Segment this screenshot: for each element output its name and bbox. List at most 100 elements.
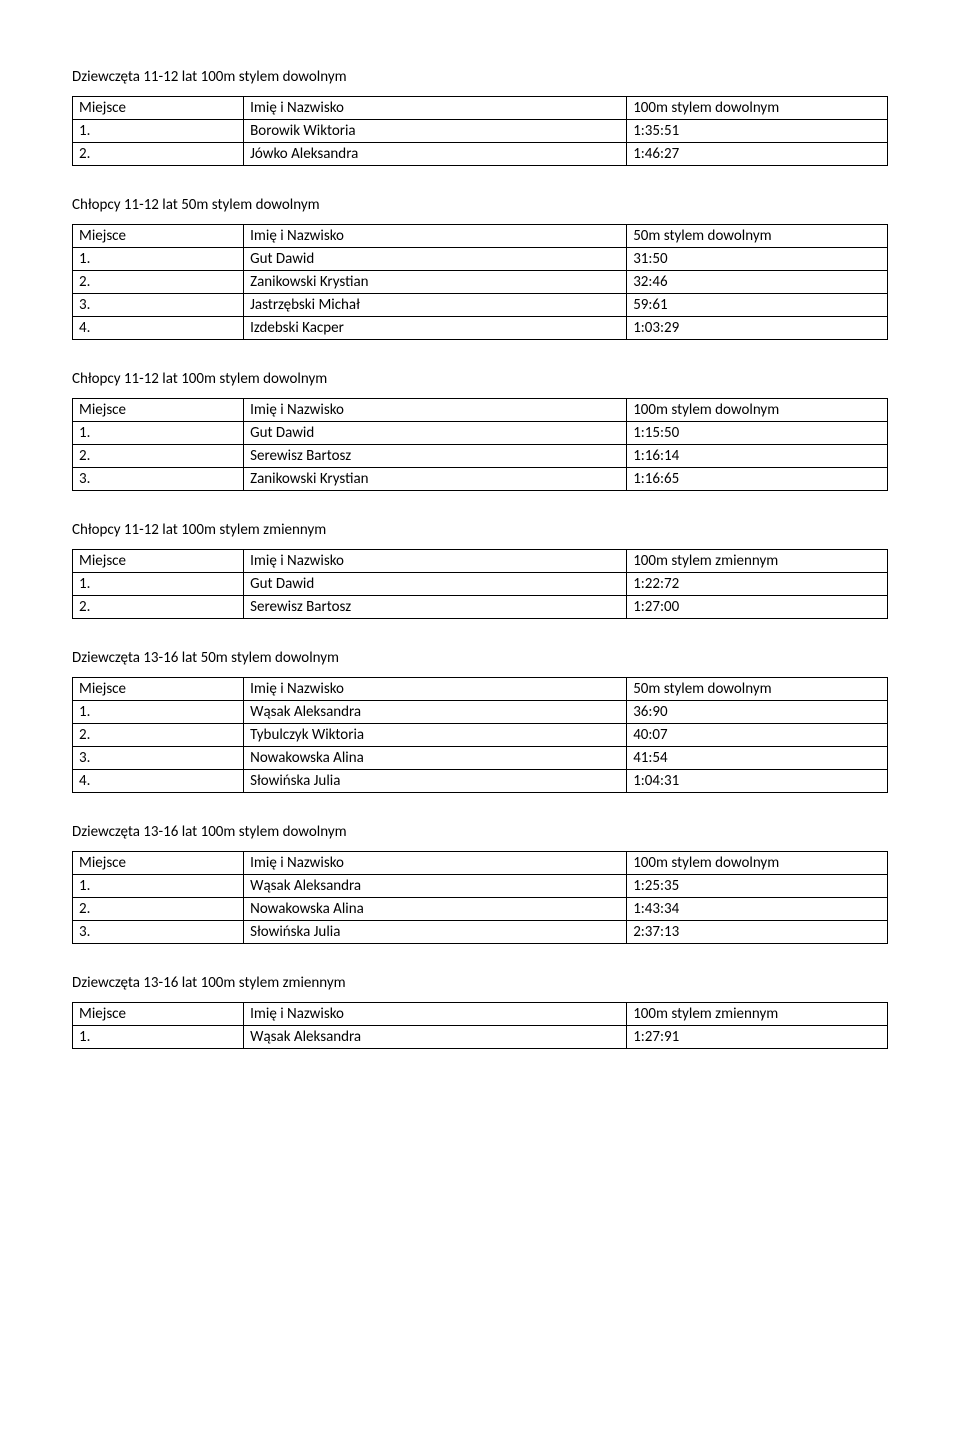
table-cell: Zanikowski Krystian: [244, 271, 627, 294]
table-cell: 1:16:14: [627, 445, 888, 468]
table-cell: 1:04:31: [627, 770, 888, 793]
table-cell: Borowik Wiktoria: [244, 120, 627, 143]
table-cell: 1:03:29: [627, 317, 888, 340]
table-header-cell: Miejsce: [73, 399, 244, 422]
table-cell: Jówko Aleksandra: [244, 143, 627, 166]
section-title: Dziewczęta 13-16 lat 100m stylem dowolny…: [72, 823, 888, 841]
results-section: Dziewczęta 11-12 lat 100m stylem dowolny…: [72, 68, 888, 166]
table-row: 3.Nowakowska Alina41:54: [73, 747, 888, 770]
results-section: Dziewczęta 13-16 lat 100m stylem dowolny…: [72, 823, 888, 944]
table-header-cell: Imię i Nazwisko: [244, 1003, 627, 1026]
table-header-cell: Imię i Nazwisko: [244, 225, 627, 248]
table-cell: Wąsak Aleksandra: [244, 701, 627, 724]
table-cell: 1.: [73, 1026, 244, 1049]
results-section: Chłopcy 11-12 lat 100m stylem dowolnymMi…: [72, 370, 888, 491]
table-header-cell: Imię i Nazwisko: [244, 97, 627, 120]
table-cell: 2.: [73, 596, 244, 619]
table-row: 1.Wąsak Aleksandra36:90: [73, 701, 888, 724]
table-cell: 1:43:34: [627, 898, 888, 921]
table-header-row: MiejsceImię i Nazwisko100m stylem dowoln…: [73, 852, 888, 875]
table-header-cell: 50m stylem dowolnym: [627, 225, 888, 248]
table-cell: Wąsak Aleksandra: [244, 1026, 627, 1049]
table-header-row: MiejsceImię i Nazwisko100m stylem dowoln…: [73, 97, 888, 120]
table-cell: 1.: [73, 701, 244, 724]
table-row: 1.Wąsak Aleksandra1:25:35: [73, 875, 888, 898]
table-cell: Tybulczyk Wiktoria: [244, 724, 627, 747]
table-cell: 36:90: [627, 701, 888, 724]
table-header-row: MiejsceImię i Nazwisko100m stylem dowoln…: [73, 399, 888, 422]
results-table: MiejsceImię i Nazwisko100m stylem zmienn…: [72, 549, 888, 619]
table-cell: 2:37:13: [627, 921, 888, 944]
table-header-row: MiejsceImię i Nazwisko100m stylem zmienn…: [73, 1003, 888, 1026]
table-cell: 2.: [73, 898, 244, 921]
table-header-cell: Imię i Nazwisko: [244, 550, 627, 573]
results-section: Chłopcy 11-12 lat 100m stylem zmiennym Mi…: [72, 521, 888, 619]
table-header-row: MiejsceImię i Nazwisko50m stylem dowolny…: [73, 225, 888, 248]
table-cell: Nowakowska Alina: [244, 747, 627, 770]
table-row: 3.Słowińska Julia2:37:13: [73, 921, 888, 944]
table-cell: 2.: [73, 143, 244, 166]
table-cell: 1:15:50: [627, 422, 888, 445]
table-cell: 1:46:27: [627, 143, 888, 166]
table-cell: 4.: [73, 317, 244, 340]
table-cell: 1:27:91: [627, 1026, 888, 1049]
table-row: 4.Słowińska Julia1:04:31: [73, 770, 888, 793]
results-section: Dziewczęta 13-16 lat 50m stylem dowolnym…: [72, 649, 888, 793]
table-cell: Gut Dawid: [244, 573, 627, 596]
table-cell: 41:54: [627, 747, 888, 770]
results-section: Dziewczęta 13-16 lat 100m stylem zmienny…: [72, 974, 888, 1049]
table-row: 4.Izdebski Kacper1:03:29: [73, 317, 888, 340]
section-title: Dziewczęta 13-16 lat 100m stylem zmienny…: [72, 974, 888, 992]
table-header-cell: Miejsce: [73, 97, 244, 120]
table-cell: 3.: [73, 468, 244, 491]
results-table: MiejsceImię i Nazwisko50m stylem dowolny…: [72, 224, 888, 340]
table-cell: 2.: [73, 445, 244, 468]
table-cell: 59:61: [627, 294, 888, 317]
table-cell: Gut Dawid: [244, 422, 627, 445]
table-cell: 31:50: [627, 248, 888, 271]
table-cell: 1.: [73, 248, 244, 271]
table-cell: 1:35:51: [627, 120, 888, 143]
table-header-cell: 50m stylem dowolnym: [627, 678, 888, 701]
table-row: 2.Jówko Aleksandra1:46:27: [73, 143, 888, 166]
results-table: MiejsceImię i Nazwisko100m stylem dowoln…: [72, 398, 888, 491]
table-header-cell: Miejsce: [73, 1003, 244, 1026]
table-cell: 3.: [73, 921, 244, 944]
results-section: Chłopcy 11-12 lat 50m stylem dowolnymMie…: [72, 196, 888, 340]
table-cell: Wąsak Aleksandra: [244, 875, 627, 898]
table-header-cell: Imię i Nazwisko: [244, 852, 627, 875]
section-title: Dziewczęta 11-12 lat 100m stylem dowolny…: [72, 68, 888, 86]
table-row: 2.Serewisz Bartosz1:16:14: [73, 445, 888, 468]
table-header-cell: 100m stylem dowolnym: [627, 399, 888, 422]
table-cell: Serewisz Bartosz: [244, 445, 627, 468]
table-cell: 2.: [73, 724, 244, 747]
table-header-cell: 100m stylem zmiennym: [627, 550, 888, 573]
table-row: 1.Gut Dawid1:22:72: [73, 573, 888, 596]
table-header-cell: 100m stylem zmiennym: [627, 1003, 888, 1026]
table-cell: 2.: [73, 271, 244, 294]
table-header-cell: Miejsce: [73, 678, 244, 701]
table-header-cell: Imię i Nazwisko: [244, 399, 627, 422]
results-table: MiejsceImię i Nazwisko100m stylem zmienn…: [72, 1002, 888, 1049]
table-cell: 32:46: [627, 271, 888, 294]
table-cell: 3.: [73, 747, 244, 770]
table-header-row: MiejsceImię i Nazwisko100m stylem zmienn…: [73, 550, 888, 573]
table-cell: 1:27:00: [627, 596, 888, 619]
table-cell: Słowińska Julia: [244, 921, 627, 944]
results-table: MiejsceImię i Nazwisko50m stylem dowolny…: [72, 677, 888, 793]
table-cell: 3.: [73, 294, 244, 317]
section-title: Chłopcy 11-12 lat 100m stylem zmiennym: [72, 521, 888, 539]
table-cell: 40:07: [627, 724, 888, 747]
table-cell: 1.: [73, 422, 244, 445]
table-header-cell: Miejsce: [73, 225, 244, 248]
table-row: 2.Tybulczyk Wiktoria40:07: [73, 724, 888, 747]
table-cell: Izdebski Kacper: [244, 317, 627, 340]
table-row: 1.Borowik Wiktoria1:35:51: [73, 120, 888, 143]
table-header-row: MiejsceImię i Nazwisko50m stylem dowolny…: [73, 678, 888, 701]
table-row: 3.Zanikowski Krystian1:16:65: [73, 468, 888, 491]
table-cell: 1.: [73, 875, 244, 898]
table-cell: Jastrzębski Michał: [244, 294, 627, 317]
table-cell: Słowińska Julia: [244, 770, 627, 793]
table-cell: 1:25:35: [627, 875, 888, 898]
table-cell: 1.: [73, 573, 244, 596]
